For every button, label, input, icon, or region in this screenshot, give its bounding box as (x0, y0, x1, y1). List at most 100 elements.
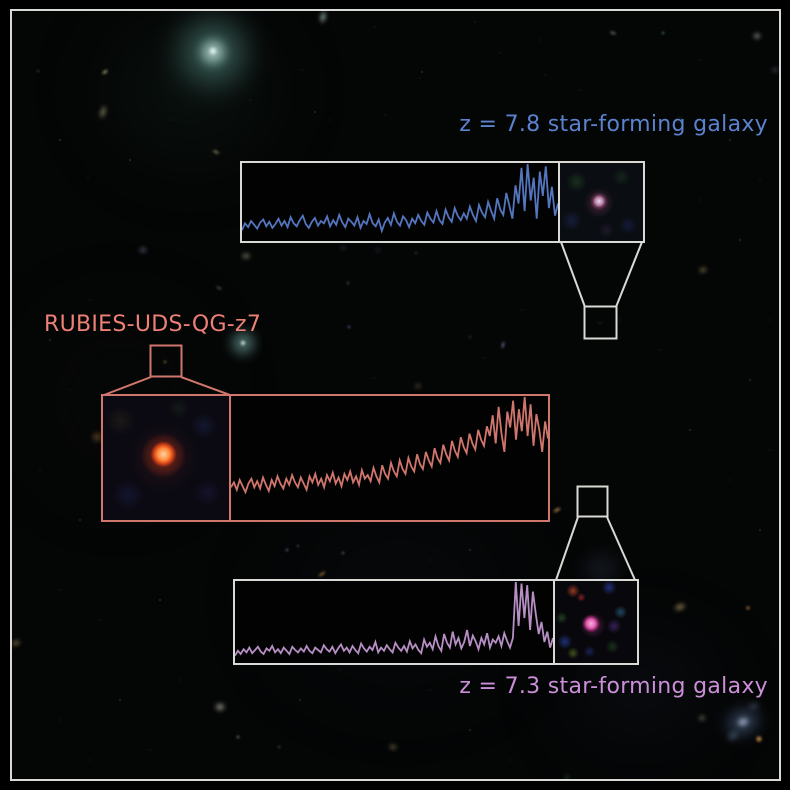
galaxy (98, 65, 112, 79)
star (384, 114, 386, 116)
star (659, 349, 661, 351)
star (59, 719, 61, 721)
galaxy (339, 245, 347, 251)
star (313, 110, 317, 114)
star (169, 119, 171, 121)
star (729, 479, 731, 481)
star (39, 469, 41, 471)
star (758, 528, 762, 532)
galaxy (606, 28, 620, 38)
star (89, 299, 91, 301)
spectrum-line (235, 581, 553, 657)
star (298, 698, 302, 702)
star (759, 179, 761, 181)
star (429, 689, 431, 691)
star (329, 119, 331, 121)
galaxy (669, 598, 691, 616)
star (699, 199, 701, 201)
bright-star-core (206, 44, 220, 58)
galaxy (238, 250, 254, 262)
star (99, 619, 101, 621)
spectrum-panel-rubies-qg (101, 394, 550, 522)
bright-star-halo (148, 11, 278, 117)
star (375, 247, 381, 253)
star (544, 74, 546, 76)
star (276, 744, 282, 750)
star (78, 518, 82, 522)
star (468, 335, 472, 339)
star (59, 589, 61, 591)
star (769, 319, 771, 321)
star (748, 378, 752, 382)
spiral-arm (721, 725, 745, 747)
spectrum-plot-z78 (242, 163, 558, 241)
spectrum-plot-z73 (235, 581, 553, 663)
star (87, 177, 89, 179)
galaxy (412, 382, 424, 390)
bright-star-glow (190, 29, 236, 75)
galaxy (212, 283, 226, 293)
star (483, 357, 485, 359)
star (468, 728, 472, 732)
galaxy (211, 700, 229, 714)
star (429, 559, 431, 561)
galaxy (696, 713, 708, 723)
star (36, 69, 40, 73)
spectrum-panel-z78 (240, 161, 645, 243)
galaxy (95, 100, 111, 124)
label-z73-galaxy: z = 7.3 star-forming galaxy (459, 674, 768, 699)
star (499, 52, 501, 54)
spiral-galaxy-core (731, 711, 755, 733)
star (619, 319, 621, 321)
star (345, 280, 351, 286)
star (199, 639, 201, 641)
star (89, 759, 91, 761)
star (48, 338, 52, 342)
star (699, 59, 701, 61)
star (413, 250, 419, 256)
star (58, 138, 62, 142)
label-z78-galaxy: z = 7.8 star-forming galaxy (459, 112, 768, 137)
star (598, 321, 602, 325)
galaxy (770, 66, 779, 74)
spectrum-plot-rubies-qg (231, 396, 548, 520)
star (468, 548, 472, 552)
star (539, 39, 541, 41)
galaxy (548, 503, 566, 517)
star (296, 544, 300, 548)
star (69, 389, 71, 391)
star (235, 734, 241, 740)
star (420, 70, 424, 74)
star (346, 324, 352, 330)
spectrum-panel-z73 (233, 579, 639, 665)
star (719, 559, 721, 561)
star (359, 719, 361, 721)
star (119, 559, 121, 561)
star (728, 138, 732, 142)
star (284, 547, 290, 553)
star (249, 99, 251, 101)
galaxy (695, 263, 711, 277)
star (373, 377, 375, 379)
galaxy (385, 741, 401, 753)
star (339, 669, 341, 671)
galaxy-cutout-z73 (553, 581, 637, 663)
label-rubies-qg: RUBIES-UDS-QG-z7 (44, 312, 262, 337)
star (688, 428, 692, 432)
star (474, 21, 476, 23)
spectrum-line (231, 396, 548, 495)
star (660, 30, 666, 36)
star (374, 26, 376, 28)
spectrum-line (242, 163, 558, 234)
galaxy (12, 636, 25, 650)
star (118, 698, 122, 702)
star (579, 89, 581, 91)
star (521, 309, 523, 311)
rubies-source-dot (162, 359, 168, 365)
star (179, 679, 181, 681)
star (509, 759, 511, 761)
galaxy (316, 11, 330, 28)
star (738, 238, 742, 242)
galaxy (136, 245, 150, 255)
